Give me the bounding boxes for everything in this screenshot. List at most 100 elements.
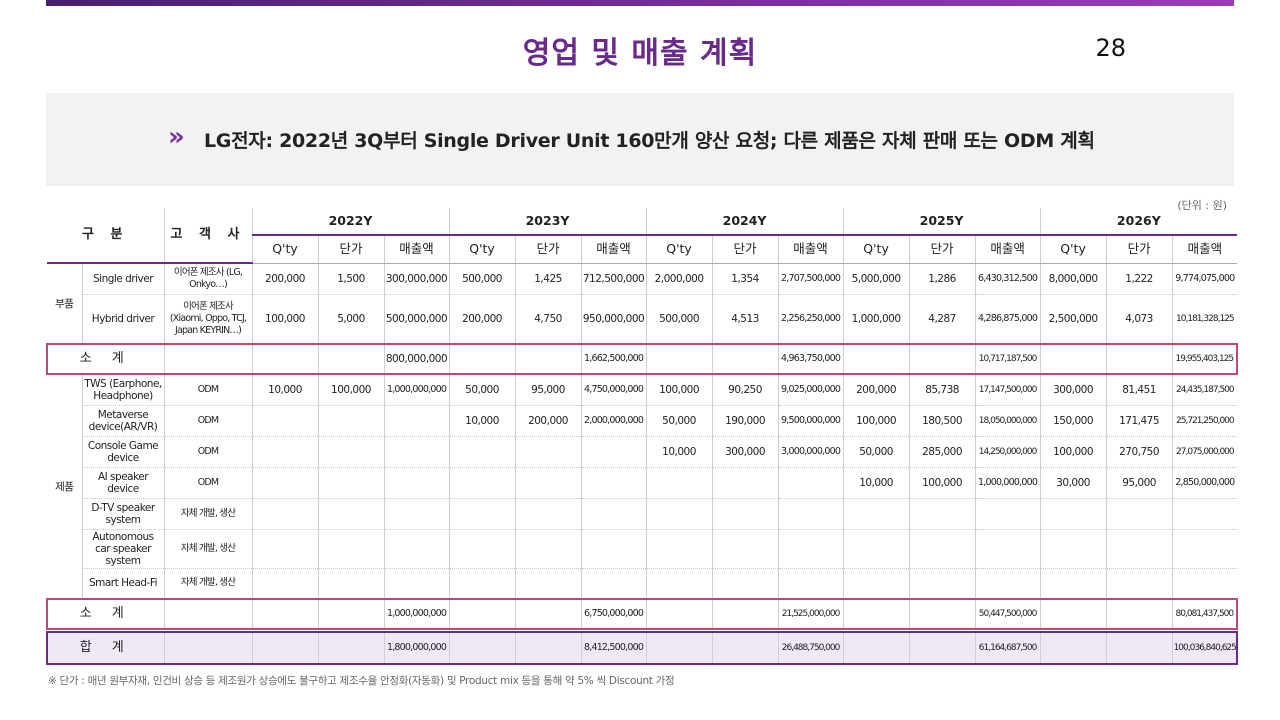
value-cell: 10,000 <box>252 374 319 406</box>
value-cell <box>449 436 516 468</box>
subheader-row: Q'ty 단가 매출액 Q'ty 단가 매출액 Q'ty 단가 매출액 Q'ty 단가 매출액 Q'ty… <box>47 235 1238 264</box>
value-cell: 25,721,250,000 <box>1172 405 1238 437</box>
value-cell: 100,000 <box>252 294 319 345</box>
header-sales: 매출액 <box>778 235 844 264</box>
empty-cell <box>449 598 516 630</box>
value-cell <box>975 498 1041 530</box>
value-cell: 95,000 <box>515 374 582 406</box>
customer-name: 이어폰 제조사 (Xiaomi, Oppo, TCJ, Japan KEYRIN… <box>164 294 253 345</box>
value-cell: 1,000,000,000 <box>384 374 450 406</box>
value-cell <box>646 568 713 600</box>
empty-cell <box>318 343 385 375</box>
empty-cell <box>843 631 910 665</box>
value-cell <box>515 436 582 468</box>
value-cell <box>909 498 976 530</box>
value-cell: 24,435,187,500 <box>1172 374 1238 406</box>
header-year-2022: 2022Y <box>252 208 450 236</box>
value-cell <box>1172 568 1238 600</box>
total-value: 61,164,687,500 <box>975 631 1041 665</box>
value-cell <box>318 568 385 600</box>
value-cell <box>581 498 647 530</box>
value-cell: 1,500 <box>318 263 385 295</box>
value-cell: 200,000 <box>252 263 319 295</box>
item-name: AI speaker device <box>82 467 165 499</box>
item-name: Smart Head-Fi <box>82 568 165 600</box>
total-value: 100,036,840,625 <box>1172 631 1239 665</box>
empty-cell <box>252 343 319 375</box>
empty-cell <box>646 631 713 665</box>
item-name: Hybrid driver <box>82 294 165 345</box>
value-cell <box>646 498 713 530</box>
value-cell <box>778 467 844 499</box>
value-cell: 8,000,000 <box>1040 263 1107 295</box>
subtotal-value: 800,000,000 <box>384 343 450 375</box>
value-cell <box>384 529 450 569</box>
value-cell <box>712 498 779 530</box>
subtotal-row: 소 계 1,000,000,000 6,750,000,000 21,525,000,… <box>45 598 1239 630</box>
empty-cell <box>909 598 976 630</box>
value-cell: 10,000 <box>843 467 910 499</box>
customer-name: 자체 개발, 생산 <box>164 498 253 530</box>
value-cell <box>318 529 385 569</box>
value-cell <box>581 568 647 600</box>
value-cell <box>384 405 450 437</box>
header-qty: Q'ty <box>646 235 713 264</box>
header-year-2026: 2026Y <box>1040 208 1238 236</box>
value-cell: 50,000 <box>646 405 713 437</box>
value-cell: 100,000 <box>909 467 976 499</box>
page-title: 영업 및 매출 계획 <box>522 36 758 71</box>
header-category: 구 분 <box>47 208 165 264</box>
value-cell: 9,025,000,000 <box>778 374 844 406</box>
value-cell: 1,354 <box>712 263 779 295</box>
value-cell: 81,451 <box>1106 374 1173 406</box>
value-cell <box>778 498 844 530</box>
value-cell <box>843 529 910 569</box>
empty-cell <box>646 343 713 375</box>
value-cell: 30,000 <box>1040 467 1107 499</box>
value-cell: 100,000 <box>646 374 713 406</box>
value-cell: 1,000,000 <box>843 294 910 345</box>
value-cell <box>712 529 779 569</box>
value-cell: 950,000,000 <box>581 294 647 345</box>
value-cell: 100,000 <box>843 405 910 437</box>
value-cell: 4,513 <box>712 294 779 345</box>
value-cell <box>384 498 450 530</box>
value-cell: 500,000 <box>449 263 516 295</box>
value-cell <box>581 529 647 569</box>
group-label: 부품 <box>47 263 83 345</box>
item-name: Metaverse device(AR/VR) <box>82 405 165 437</box>
header-unit-price: 단가 <box>909 235 976 264</box>
empty-cell <box>712 343 779 375</box>
header-qty: Q'ty <box>252 235 319 264</box>
value-cell <box>449 529 516 569</box>
value-cell: 10,000 <box>646 436 713 468</box>
value-cell <box>515 498 582 530</box>
value-cell <box>252 498 319 530</box>
empty-cell <box>515 631 582 665</box>
double-chevron-right-icon: » <box>168 122 185 152</box>
empty-cell <box>252 598 319 630</box>
header-year-2023: 2023Y <box>449 208 647 236</box>
subtotal-value: 4,963,750,000 <box>778 343 844 375</box>
value-cell: 171,475 <box>1106 405 1173 437</box>
header-sales: 매출액 <box>975 235 1041 264</box>
footnote: ※ 단가 : 매년 원부자재, 인건비 상승 등 제조원가 상승에도 불구하고 … <box>48 675 675 687</box>
empty-cell <box>712 631 779 665</box>
value-cell <box>449 467 516 499</box>
value-cell <box>252 405 319 437</box>
empty-cell <box>252 631 319 665</box>
value-cell: 2,000,000,000 <box>581 405 647 437</box>
item-name: TWS (Earphone, Headphone) <box>82 374 165 406</box>
headline-text: LG전자: 2022년 3Q부터 Single Driver Unit 160만… <box>204 130 1095 152</box>
item-name: Autonomous car speaker system <box>82 529 165 569</box>
header-unit-price: 단가 <box>712 235 779 264</box>
empty-cell <box>1106 598 1173 630</box>
table-row: AI speaker device ODM 10,000 100,000 1,000,0… <box>47 467 1238 499</box>
value-cell: 1,425 <box>515 263 582 295</box>
value-cell <box>909 529 976 569</box>
value-cell <box>252 529 319 569</box>
value-cell <box>712 568 779 600</box>
table-row: Smart Head-Fi 자체 개발, 생산 <box>47 568 1238 600</box>
subtotal-value: 1,000,000,000 <box>384 598 450 630</box>
header-customer: 고 객 사 <box>164 208 253 264</box>
